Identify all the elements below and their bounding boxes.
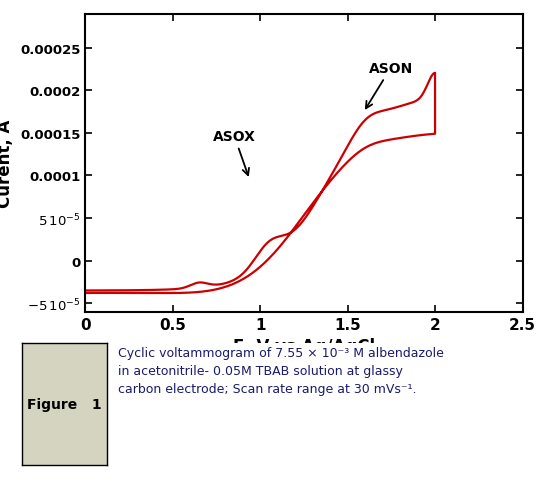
Text: ASON: ASON (366, 62, 413, 109)
Text: ASOX: ASOX (213, 130, 256, 176)
X-axis label: E, V vs Ag/AgCl: E, V vs Ag/AgCl (233, 337, 375, 356)
Y-axis label: Curent, A: Curent, A (0, 119, 14, 208)
Text: Figure   1: Figure 1 (28, 397, 102, 411)
Text: Cyclic voltammogram of 7.55 × 10⁻³ M albendazole
in acetonitrile- 0.05M TBAB sol: Cyclic voltammogram of 7.55 × 10⁻³ M alb… (118, 346, 444, 395)
